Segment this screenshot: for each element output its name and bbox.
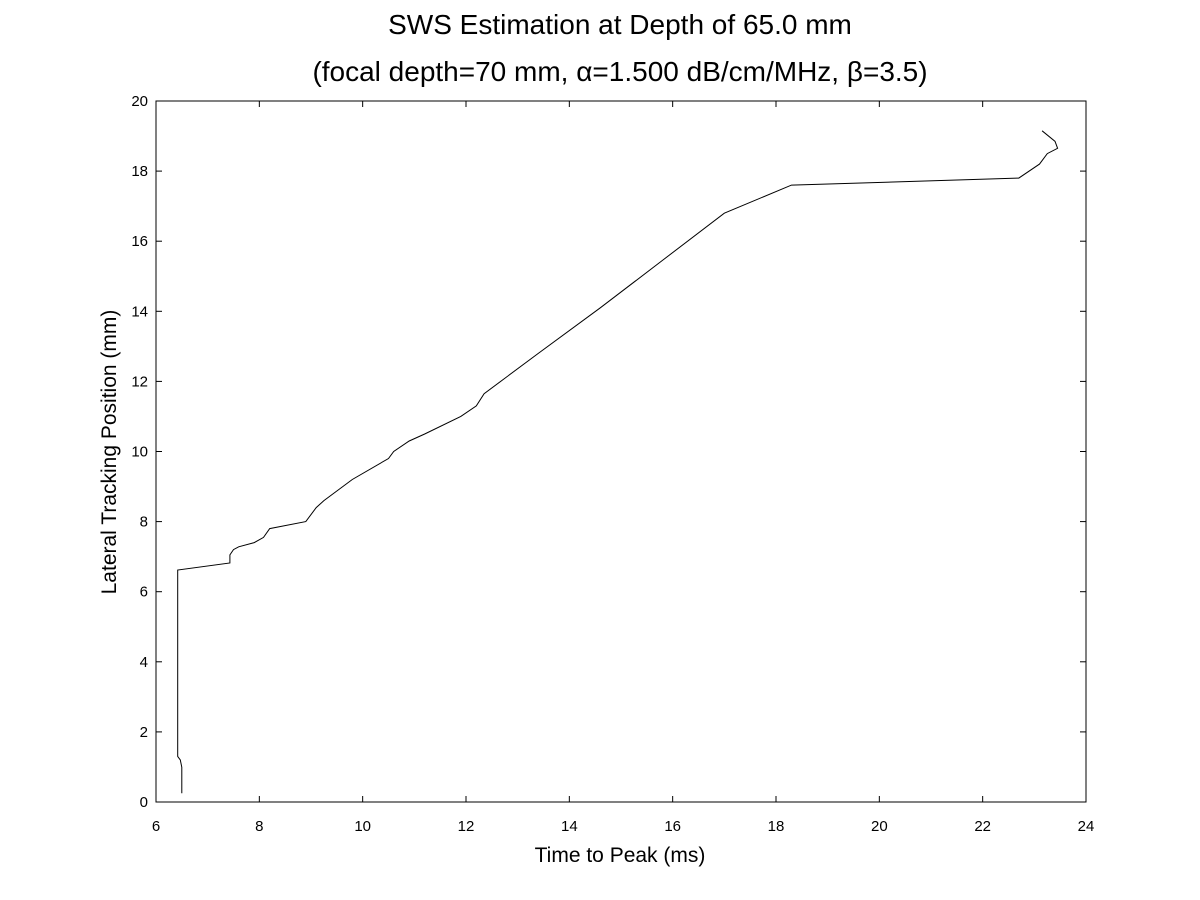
x-tick-label: 10 xyxy=(354,818,371,835)
x-axis: 6 8 10 12 14 16 18 20 22 24 xyxy=(152,101,1095,835)
x-tick-label: 20 xyxy=(871,818,888,835)
y-tick-label: 14 xyxy=(131,303,148,320)
y-tick-label: 6 xyxy=(140,584,148,601)
y-tick-label: 0 xyxy=(140,794,148,811)
x-tick-label: 12 xyxy=(458,818,475,835)
x-tick-label: 24 xyxy=(1078,818,1095,835)
chart-title: SWS Estimation at Depth of 65.0 mm xyxy=(388,9,852,40)
y-tick-label: 18 xyxy=(131,163,148,180)
plot-area xyxy=(155,100,1087,803)
x-tick-label: 8 xyxy=(255,818,263,835)
x-tick-label: 6 xyxy=(152,818,160,835)
y-tick-label: 4 xyxy=(140,654,148,671)
data-series-line xyxy=(177,130,1059,794)
y-axis: 0 2 4 6 8 10 12 14 16 18 20 xyxy=(131,93,1086,811)
y-tick-label: 8 xyxy=(140,514,148,531)
x-axis-label: Time to Peak (ms) xyxy=(535,844,706,867)
y-tick-label: 20 xyxy=(131,93,148,110)
y-tick-label: 16 xyxy=(131,233,148,250)
y-tick-label: 12 xyxy=(131,373,148,390)
x-tick-label: 18 xyxy=(768,818,785,835)
x-tick-label: 16 xyxy=(664,818,681,835)
x-tick-label: 14 xyxy=(561,818,578,835)
y-axis-label: Lateral Tracking Position (mm) xyxy=(98,310,121,595)
x-tick-label: 22 xyxy=(974,818,991,835)
y-tick-label: 2 xyxy=(140,724,148,741)
chart-subtitle: (focal depth=70 mm, α=1.500 dB/cm/MHz, β… xyxy=(312,56,927,87)
y-tick-label: 10 xyxy=(131,444,148,461)
